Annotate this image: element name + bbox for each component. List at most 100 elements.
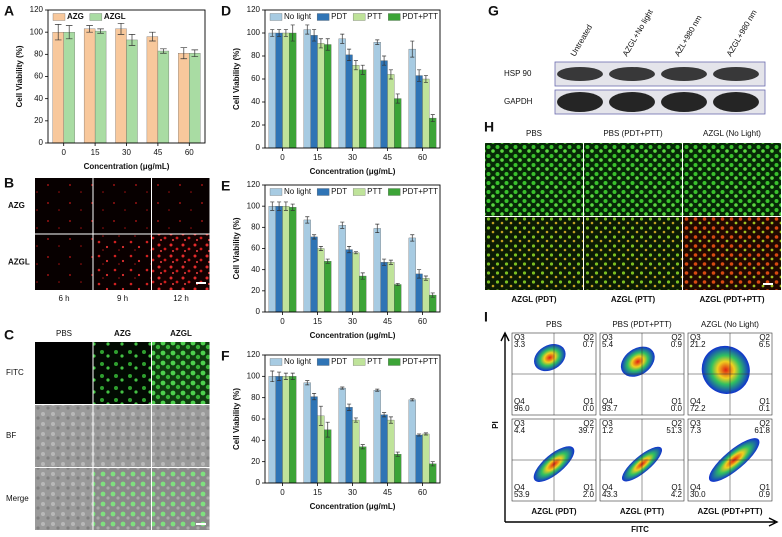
y-tick-label: 20 xyxy=(251,120,260,129)
column-label: Untreated xyxy=(569,23,594,58)
legend-label: PDT+PTT xyxy=(402,12,438,21)
plot-frame xyxy=(47,9,206,144)
error-bar xyxy=(353,251,358,255)
x-tick-label: 45 xyxy=(383,317,392,326)
error-bar xyxy=(283,372,288,380)
microscopy-image xyxy=(485,143,583,216)
row-label: Merge xyxy=(6,494,29,503)
y-tick-label: 0 xyxy=(256,307,261,316)
microscopy-image xyxy=(35,468,93,530)
y-axis-label: Cell Viability (%) xyxy=(232,48,241,110)
row-label: GAPDH xyxy=(504,97,533,106)
bar xyxy=(380,60,388,149)
error-bar xyxy=(375,39,380,45)
bar xyxy=(317,43,325,149)
microscopy-image xyxy=(93,405,151,467)
quadrant-name: Q1 xyxy=(759,397,770,406)
error-bar xyxy=(277,29,282,37)
quadrant-name: Q2 xyxy=(671,419,682,428)
bar xyxy=(275,32,283,149)
x-tick-label: 30 xyxy=(348,317,357,326)
quadrant-name: Q1 xyxy=(759,483,770,492)
quadrant-value: 43.3 xyxy=(602,490,618,499)
bar xyxy=(429,294,437,313)
row-label: FITC xyxy=(6,368,24,377)
error-bar xyxy=(410,398,415,402)
bar xyxy=(359,275,367,313)
y-tick-label: 0 xyxy=(256,143,261,152)
bar xyxy=(289,376,297,484)
quadrant-value: 4.4 xyxy=(514,426,526,435)
bar xyxy=(429,117,437,149)
quadrant-value: 53.9 xyxy=(514,490,530,499)
panel-letter: B xyxy=(4,175,14,191)
legend-label: AZG xyxy=(67,12,84,21)
row-label: HSP 90 xyxy=(504,69,532,78)
legend-swatch xyxy=(269,188,283,196)
bar xyxy=(178,53,190,144)
error-bar xyxy=(395,451,400,457)
error-bar xyxy=(283,201,288,211)
x-axis-label: Concentration (μg/mL) xyxy=(310,502,396,511)
quadrant-name: Q3 xyxy=(690,419,701,428)
error-bar xyxy=(305,24,310,35)
quadrant-value: 4.2 xyxy=(671,490,683,499)
quadrant-name: Q3 xyxy=(602,419,613,428)
quadrant-value: 6.5 xyxy=(759,340,771,349)
bar xyxy=(189,53,201,144)
error-bar xyxy=(353,60,358,71)
error-bar xyxy=(290,203,295,211)
bar xyxy=(373,228,381,313)
legend-label: PDT+PTT xyxy=(402,357,438,366)
y-tick-label: 80 xyxy=(251,51,260,60)
bar xyxy=(359,69,367,149)
quadrant-value: 0.9 xyxy=(759,490,771,499)
x-tick-label: 0 xyxy=(280,317,285,326)
quadrant-value: 2.0 xyxy=(583,490,595,499)
microscopy-image xyxy=(35,234,93,290)
bar xyxy=(373,42,381,149)
quadrant-name: Q2 xyxy=(583,333,594,342)
bar xyxy=(352,65,360,149)
quadrant-value: 96.0 xyxy=(514,404,530,413)
plot-title: AZGL (PTT) xyxy=(620,507,665,516)
x-tick-label: 15 xyxy=(313,488,322,497)
x-tick-label: 60 xyxy=(418,488,427,497)
bar xyxy=(63,32,75,144)
x-axis-label: Concentration (μg/mL) xyxy=(84,162,170,171)
microscopy-image xyxy=(683,143,781,216)
bar xyxy=(387,419,395,484)
y-axis-label: Cell Viability (%) xyxy=(232,217,241,279)
error-bar xyxy=(417,269,422,279)
quadrant-name: Q3 xyxy=(514,333,525,342)
plot-title: PBS xyxy=(546,320,562,329)
error-bar xyxy=(277,201,282,211)
bar xyxy=(303,382,311,484)
y-tick-label: 100 xyxy=(247,371,261,380)
error-bar xyxy=(318,405,323,426)
bar xyxy=(352,419,360,484)
quadrant-value: 30.0 xyxy=(690,490,706,499)
bar xyxy=(303,219,311,313)
plot-frame xyxy=(264,184,441,313)
error-bar xyxy=(312,29,317,42)
quadrant-name: Q1 xyxy=(671,483,682,492)
panel-letter: F xyxy=(221,348,230,364)
error-bar xyxy=(388,69,393,80)
y-tick-label: 80 xyxy=(251,222,260,231)
y-axis-label: Cell Viability (%) xyxy=(15,45,24,107)
bar xyxy=(387,74,395,149)
x-tick-label: 45 xyxy=(383,488,392,497)
microscopy-image xyxy=(35,342,93,404)
error-bar xyxy=(360,272,365,280)
panel-letter: C xyxy=(4,327,14,343)
y-tick-label: 60 xyxy=(251,74,260,83)
y-axis-label: PI xyxy=(491,421,500,429)
error-bar xyxy=(277,371,282,381)
quadrant-name: Q3 xyxy=(690,333,701,342)
error-bar xyxy=(340,386,345,390)
x-tick-label: 60 xyxy=(185,148,194,157)
microscopy-image xyxy=(485,217,583,290)
bar xyxy=(345,407,353,484)
